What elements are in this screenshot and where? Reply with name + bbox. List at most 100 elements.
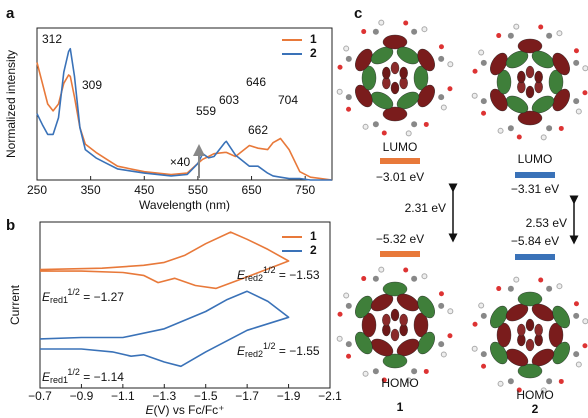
subscript: red2 xyxy=(245,349,263,359)
atom xyxy=(508,286,514,292)
figure: a b c 250350450550650750Wavelength (nm)N… xyxy=(0,0,588,418)
homo-label: HOMO xyxy=(381,376,418,390)
annotation: Ered21/2 = −1.55 xyxy=(237,341,320,359)
x-tick-label: −1.1 xyxy=(111,389,135,403)
atom xyxy=(424,122,429,127)
text: = −1.14 xyxy=(80,370,124,384)
atom xyxy=(472,93,477,98)
atom xyxy=(363,124,368,129)
gap-label: 2.31 eV xyxy=(405,201,446,215)
panel-label: c xyxy=(354,5,362,22)
lumo-energy: −3.31 eV xyxy=(511,182,559,196)
atom xyxy=(373,121,379,127)
lobe xyxy=(391,309,399,321)
atom xyxy=(546,33,552,39)
lumo-level xyxy=(515,172,555,178)
superscript: 1/2 xyxy=(67,287,80,297)
atom xyxy=(382,130,387,135)
atom xyxy=(346,56,352,62)
atom xyxy=(559,126,564,131)
atom xyxy=(346,341,352,347)
lobe xyxy=(526,319,534,331)
atom xyxy=(541,135,546,140)
atom xyxy=(479,50,484,55)
atom xyxy=(514,277,519,282)
atom xyxy=(438,341,444,347)
atom xyxy=(546,378,552,384)
atom xyxy=(481,111,486,116)
lumo-energy: −3.01 eV xyxy=(376,170,424,184)
atom xyxy=(447,86,452,91)
superscript: 1/2 xyxy=(263,341,276,351)
atom xyxy=(361,29,366,34)
atom xyxy=(338,312,343,317)
atom xyxy=(346,354,351,359)
superscript: 1/2 xyxy=(263,265,276,275)
x-tick-label: 550 xyxy=(188,183,208,197)
atom xyxy=(517,134,522,139)
atom xyxy=(582,90,587,95)
atom xyxy=(582,343,587,348)
lobe xyxy=(517,324,525,336)
panel-label: b xyxy=(6,217,15,234)
annotation: Ered21/2 = −1.53 xyxy=(237,265,320,283)
annotation: Ered11/2 = −1.27 xyxy=(42,287,124,305)
orbital-image xyxy=(472,277,588,393)
lobe xyxy=(382,314,390,326)
atom xyxy=(439,44,444,49)
atom xyxy=(508,125,514,131)
atom xyxy=(538,278,543,283)
atom xyxy=(559,379,564,384)
superscript: 1/2 xyxy=(67,367,80,377)
atom xyxy=(546,286,552,292)
atom xyxy=(373,368,379,374)
text: = −1.55 xyxy=(276,344,320,358)
atom xyxy=(439,291,444,296)
atom xyxy=(361,276,366,281)
homo-level xyxy=(515,254,555,260)
atom xyxy=(508,33,514,39)
lobe xyxy=(535,324,543,336)
x-tick-label: −0.9 xyxy=(70,389,94,403)
atom xyxy=(438,303,444,309)
atom xyxy=(496,286,501,291)
atom xyxy=(576,362,581,367)
atom xyxy=(546,125,552,131)
annotation: ×40 xyxy=(170,155,191,169)
x-tick-label: −1.7 xyxy=(235,389,259,403)
atom xyxy=(337,89,342,94)
atom xyxy=(379,20,384,25)
gap-label: 2.53 eV xyxy=(526,216,567,230)
legend-label: 1 xyxy=(310,229,317,243)
atom xyxy=(422,274,427,279)
text: = −1.27 xyxy=(80,290,124,304)
atom xyxy=(472,346,477,351)
annotation: 646 xyxy=(246,75,266,89)
atom xyxy=(496,33,501,38)
x-tick-label: −2.1 xyxy=(318,389,342,403)
lobe xyxy=(382,67,390,79)
x-tick-label: 750 xyxy=(295,183,315,197)
subscript: red1 xyxy=(50,295,68,305)
atom xyxy=(338,65,343,70)
atom xyxy=(379,267,384,272)
atom xyxy=(583,319,588,324)
x-tick-label: 650 xyxy=(242,183,262,197)
orbital-image xyxy=(472,24,588,140)
atom xyxy=(406,131,411,136)
annotation: 662 xyxy=(248,123,268,137)
lobe xyxy=(391,329,399,341)
text: (V) vs Fc/Fc⁺ xyxy=(154,403,225,417)
legend-label: 2 xyxy=(310,46,317,60)
atom xyxy=(498,128,503,133)
lumo-label: LUMO xyxy=(518,152,553,166)
atom xyxy=(344,46,349,51)
atom xyxy=(346,303,352,309)
x-tick-label: 450 xyxy=(134,183,154,197)
lobe xyxy=(400,314,408,326)
atom xyxy=(498,381,503,386)
homo-label: HOMO xyxy=(516,388,553,402)
atom xyxy=(337,336,342,341)
atom xyxy=(411,276,417,282)
atom xyxy=(346,107,351,112)
